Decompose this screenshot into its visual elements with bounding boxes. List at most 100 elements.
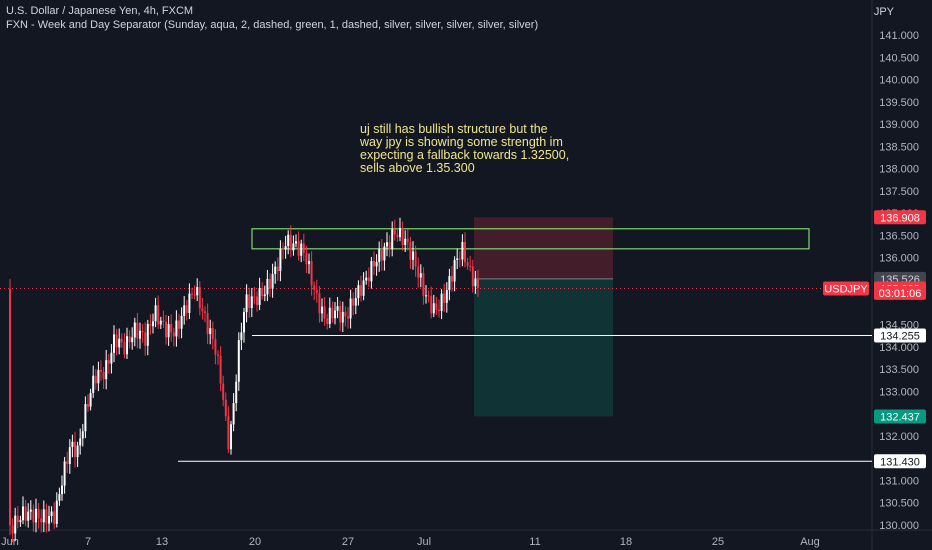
candle-body	[287, 234, 290, 247]
candle-body	[152, 321, 154, 327]
price-tag-bg[interactable]	[874, 454, 926, 469]
candle-body	[110, 352, 113, 364]
candle-body	[308, 261, 310, 265]
candle-body	[250, 296, 253, 309]
candle-body	[149, 323, 152, 327]
candle-body	[183, 305, 186, 316]
candle-body	[328, 307, 331, 324]
candle-body	[279, 248, 282, 272]
price-tick-label: 130.500	[879, 498, 919, 510]
candle-body	[79, 438, 82, 446]
candle-body	[224, 399, 227, 417]
price-tag-label: 03:01:06	[879, 288, 922, 300]
time-tick-label: Jul	[417, 536, 431, 548]
candle-body	[115, 334, 118, 348]
candle-body	[14, 515, 17, 534]
candle-body	[136, 322, 139, 339]
time-tick-label: 11	[529, 536, 540, 548]
price-tag-bg[interactable]	[874, 328, 926, 343]
candle-body	[11, 525, 14, 534]
candle-body	[471, 266, 474, 287]
candle-body	[451, 275, 453, 282]
candle-body	[74, 441, 76, 458]
candle-body	[40, 518, 43, 523]
candle-body	[105, 360, 108, 380]
candle-body	[87, 404, 89, 407]
candle-body	[419, 273, 422, 278]
candle-body	[243, 312, 245, 333]
text-annotation[interactable]: uj still has bullish structure but the w…	[360, 123, 620, 175]
candle-body	[469, 266, 472, 268]
price-tick-label: 138.000	[879, 164, 919, 176]
candle-body	[45, 509, 48, 524]
candle-body	[297, 241, 300, 256]
candle-body	[206, 312, 209, 335]
candle-body	[63, 461, 66, 486]
candle-body	[362, 280, 365, 296]
candle-body	[380, 248, 383, 261]
annotation-line: way jpy is showing some strength im	[360, 135, 563, 149]
candle-body	[263, 294, 266, 297]
candle-body	[219, 355, 222, 384]
price-tag-bg[interactable]	[874, 210, 926, 225]
candle-body	[217, 354, 219, 356]
time-tick-label: Jun	[1, 536, 19, 548]
resistance-zone[interactable]	[251, 228, 810, 250]
candle-body	[191, 293, 193, 295]
candle-body	[289, 234, 292, 251]
candle-body	[386, 242, 388, 247]
price-tag-bg[interactable]	[874, 409, 926, 424]
candle-body	[440, 293, 443, 312]
candle-body	[16, 515, 19, 523]
candle-body	[326, 318, 329, 324]
candle-body	[162, 320, 165, 323]
candle-body	[89, 392, 92, 407]
price-tag-label: 132.437	[880, 411, 920, 423]
candle-body	[196, 287, 199, 296]
stop-loss-zone[interactable]	[474, 217, 613, 279]
candle-body	[417, 266, 420, 278]
candle-body	[391, 229, 394, 249]
take-profit-zone[interactable]	[474, 278, 613, 417]
candle-body	[193, 294, 196, 296]
candle-body	[383, 246, 386, 261]
candle-body	[341, 311, 344, 323]
candle-body	[120, 338, 123, 343]
candle-body	[209, 328, 212, 335]
candle-body	[266, 278, 269, 295]
indicator-title[interactable]: FXN - Week and Day Separator (Sunday, aq…	[6, 19, 539, 31]
candle-body	[378, 248, 381, 262]
candle-body	[399, 227, 401, 238]
candle-body	[113, 334, 115, 353]
candle-body	[271, 273, 274, 289]
candle-body	[409, 242, 412, 260]
candle-body	[310, 261, 313, 286]
candle-body	[315, 289, 318, 293]
candle-body	[81, 431, 84, 439]
candle-body	[35, 508, 37, 523]
candle-body	[422, 273, 425, 296]
symbol-tag-bg[interactable]	[823, 281, 869, 296]
candle-body	[146, 323, 149, 346]
symbol-title[interactable]: U.S. Dollar / Japanese Yen, 4h, FXCM	[6, 5, 194, 17]
candle-body	[245, 294, 248, 313]
candle-body	[165, 322, 167, 338]
candle-body	[201, 308, 204, 312]
price-tag-label: 136.908	[880, 212, 920, 224]
candle-body	[360, 285, 362, 296]
price-tick-label: 139.500	[879, 97, 919, 109]
candle-body	[284, 246, 287, 250]
candle-body	[235, 381, 238, 404]
candle-body	[295, 241, 297, 244]
price-axis-unit[interactable]: JPY	[873, 6, 894, 18]
candle-body	[456, 258, 459, 260]
price-tick-label: 136.500	[879, 230, 919, 242]
candle-body	[237, 340, 240, 382]
candle-body	[430, 295, 433, 314]
candle-body	[435, 303, 438, 310]
price-tag-bg[interactable]	[874, 285, 926, 300]
candle-body	[185, 305, 188, 313]
price-tick-label: 140.000	[879, 75, 919, 87]
candle-body	[227, 416, 230, 450]
